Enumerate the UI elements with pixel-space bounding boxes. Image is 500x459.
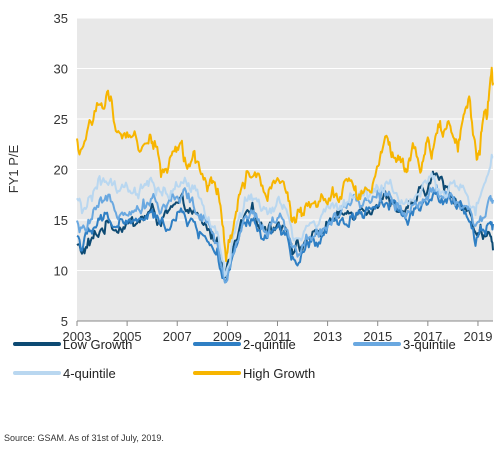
x-tick-label: 2007	[163, 329, 192, 344]
y-tick-label: 30	[54, 62, 68, 77]
x-tick-label: 2015	[363, 329, 392, 344]
legend: Low Growth 2-quintile 3-quintile 4-quintile…	[13, 337, 456, 381]
legend-label-low-growth: Low Growth	[63, 337, 132, 352]
legend-label-3-quintile: 3-quintile	[403, 337, 456, 352]
y-tick-label: 10	[54, 264, 68, 279]
source-note: Source: GSAM. As of 31st of July, 2019.	[4, 433, 164, 443]
series-line-3-quintile	[76, 184, 494, 284]
y-tick-label: 15	[54, 213, 68, 228]
x-tick-label: 2005	[113, 329, 142, 344]
legend-label-4-quintile: 4-quintile	[63, 366, 116, 381]
series-lines	[76, 66, 494, 284]
x-tick-label: 2003	[63, 329, 92, 344]
series-line-2-quintile	[76, 189, 494, 283]
legend-label-2-quintile: 2-quintile	[243, 337, 296, 352]
series-line-4-quintile	[76, 153, 494, 277]
x-tick-label: 2019	[464, 329, 493, 344]
legend-label-high-growth: High Growth	[243, 366, 315, 381]
y-tick-label: 25	[54, 112, 68, 127]
y-tick-label: 5	[61, 314, 68, 329]
y-tick-label: 35	[54, 11, 68, 26]
axes: 5 10 15 20 25 30 35 2003 2005 2007 2009 2011 2013 201…	[54, 11, 493, 344]
y-tick-label: 20	[54, 163, 68, 178]
y-axis-label: FY1 P/E	[6, 144, 21, 193]
x-tick-label: 2017	[413, 329, 442, 344]
x-tick-label: 2011	[263, 329, 291, 344]
series-line-high-growth	[76, 66, 494, 263]
x-tick-label: 2009	[213, 329, 242, 344]
x-tick-label: 2013	[313, 329, 342, 344]
